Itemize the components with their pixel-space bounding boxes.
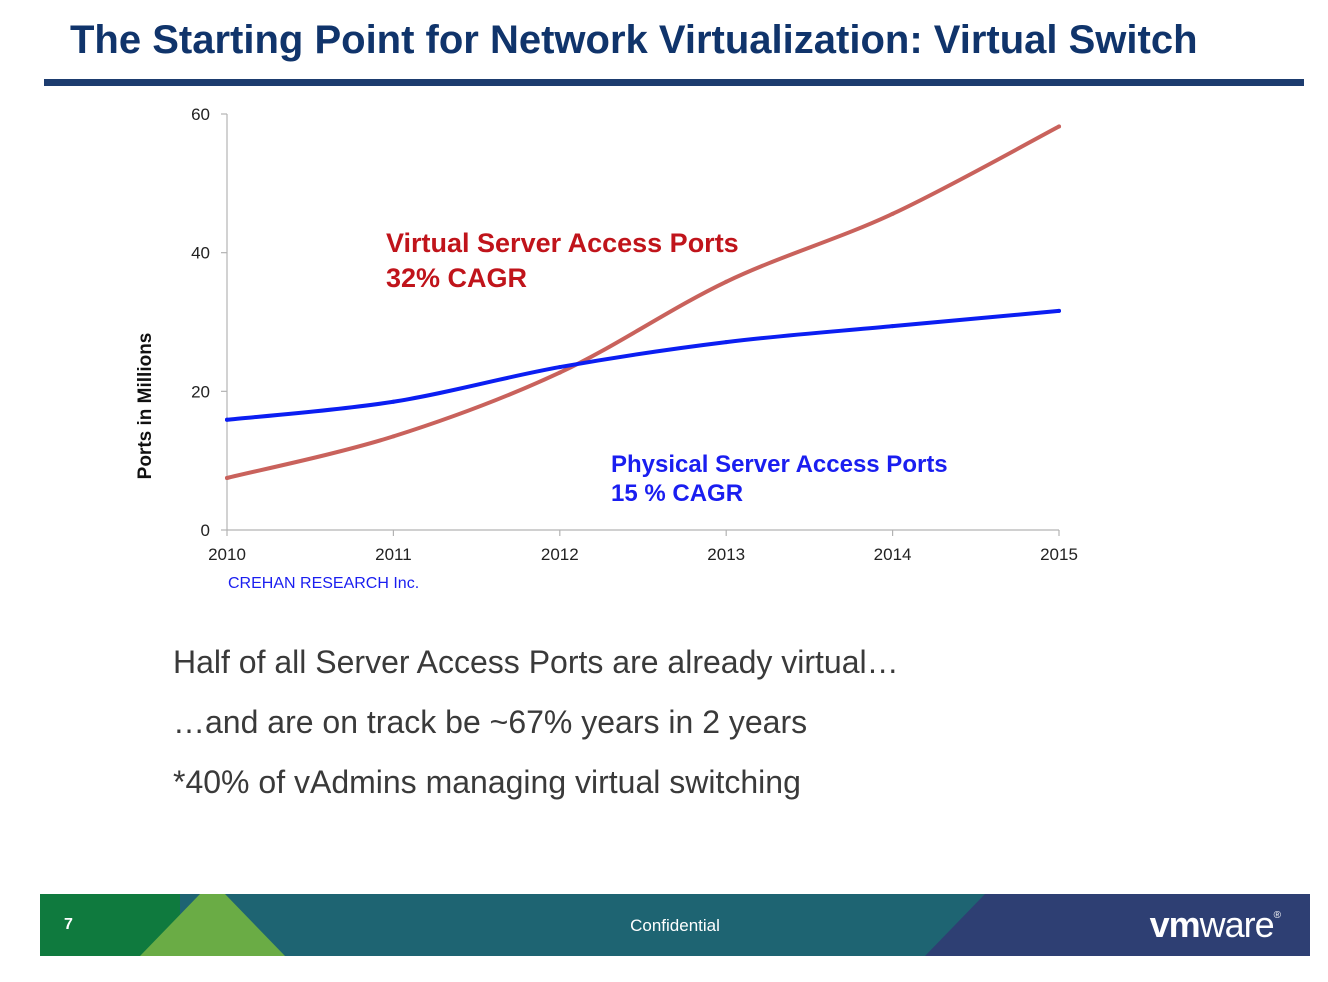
virtual-ports-line xyxy=(225,124,1061,480)
series-annotation-name: Physical Server Access Ports xyxy=(611,451,948,478)
series-annotation-name: Virtual Server Access Ports xyxy=(386,228,739,258)
y-tick-label: 40 xyxy=(191,244,210,263)
bullet-item: …and are on track be ~67% years in 2 yea… xyxy=(173,704,808,740)
series-annotation-cagr: 32% CAGR xyxy=(386,263,527,293)
footer-background xyxy=(40,894,1310,956)
ports-line-chart: 0 20 40 60 2010 2011 2012 2013 2014 2015 Ports in … xyxy=(135,105,1078,592)
x-tick-label: 2012 xyxy=(541,545,579,564)
y-axis-title: Ports in Millions xyxy=(135,333,156,480)
bullet-item: Half of all Server Access Ports are alre… xyxy=(173,644,899,680)
virtual-ports-point xyxy=(225,476,229,480)
physical-ports-line xyxy=(225,308,1061,422)
chart-source: CREHAN RESEARCH Inc. xyxy=(228,575,419,592)
virtual-ports-point xyxy=(391,434,396,439)
vmware-logo: vmware® xyxy=(1149,904,1282,945)
virtual-ports-point xyxy=(890,211,895,216)
slide-title: The Starting Point for Network Virtualiz… xyxy=(70,18,1198,62)
x-tick-label: 2014 xyxy=(874,545,912,564)
physical-ports-point xyxy=(391,399,396,404)
virtual-ports-point xyxy=(1057,124,1061,129)
bullet-list: Half of all Server Access Ports are alre… xyxy=(173,640,899,820)
y-tick-label: 0 xyxy=(201,521,210,540)
x-tick-label: 2015 xyxy=(1040,545,1078,564)
footer-bar: 7 Confidential vmware® xyxy=(40,894,1310,956)
physical-ports-point xyxy=(225,417,229,422)
physical-ports-point xyxy=(1057,308,1061,313)
x-tick-label: 2010 xyxy=(208,545,246,564)
series-annotation-cagr: 15 % CAGR xyxy=(611,480,743,507)
physical-ports-point xyxy=(890,324,895,329)
y-tick-label: 60 xyxy=(191,105,210,124)
physical-ports-point xyxy=(724,340,729,345)
title-rule xyxy=(44,79,1304,86)
virtual-ports-point xyxy=(557,370,562,375)
physical-ports-point xyxy=(557,365,562,370)
virtual-ports-point xyxy=(724,279,729,284)
x-tick-label: 2011 xyxy=(375,545,412,564)
bullet-item: *40% of vAdmins managing virtual switchi… xyxy=(173,764,801,800)
page-number: 7 xyxy=(64,916,73,933)
y-tick-label: 20 xyxy=(191,382,210,401)
confidential-label: Confidential xyxy=(630,916,720,935)
x-tick-label: 2013 xyxy=(707,545,745,564)
